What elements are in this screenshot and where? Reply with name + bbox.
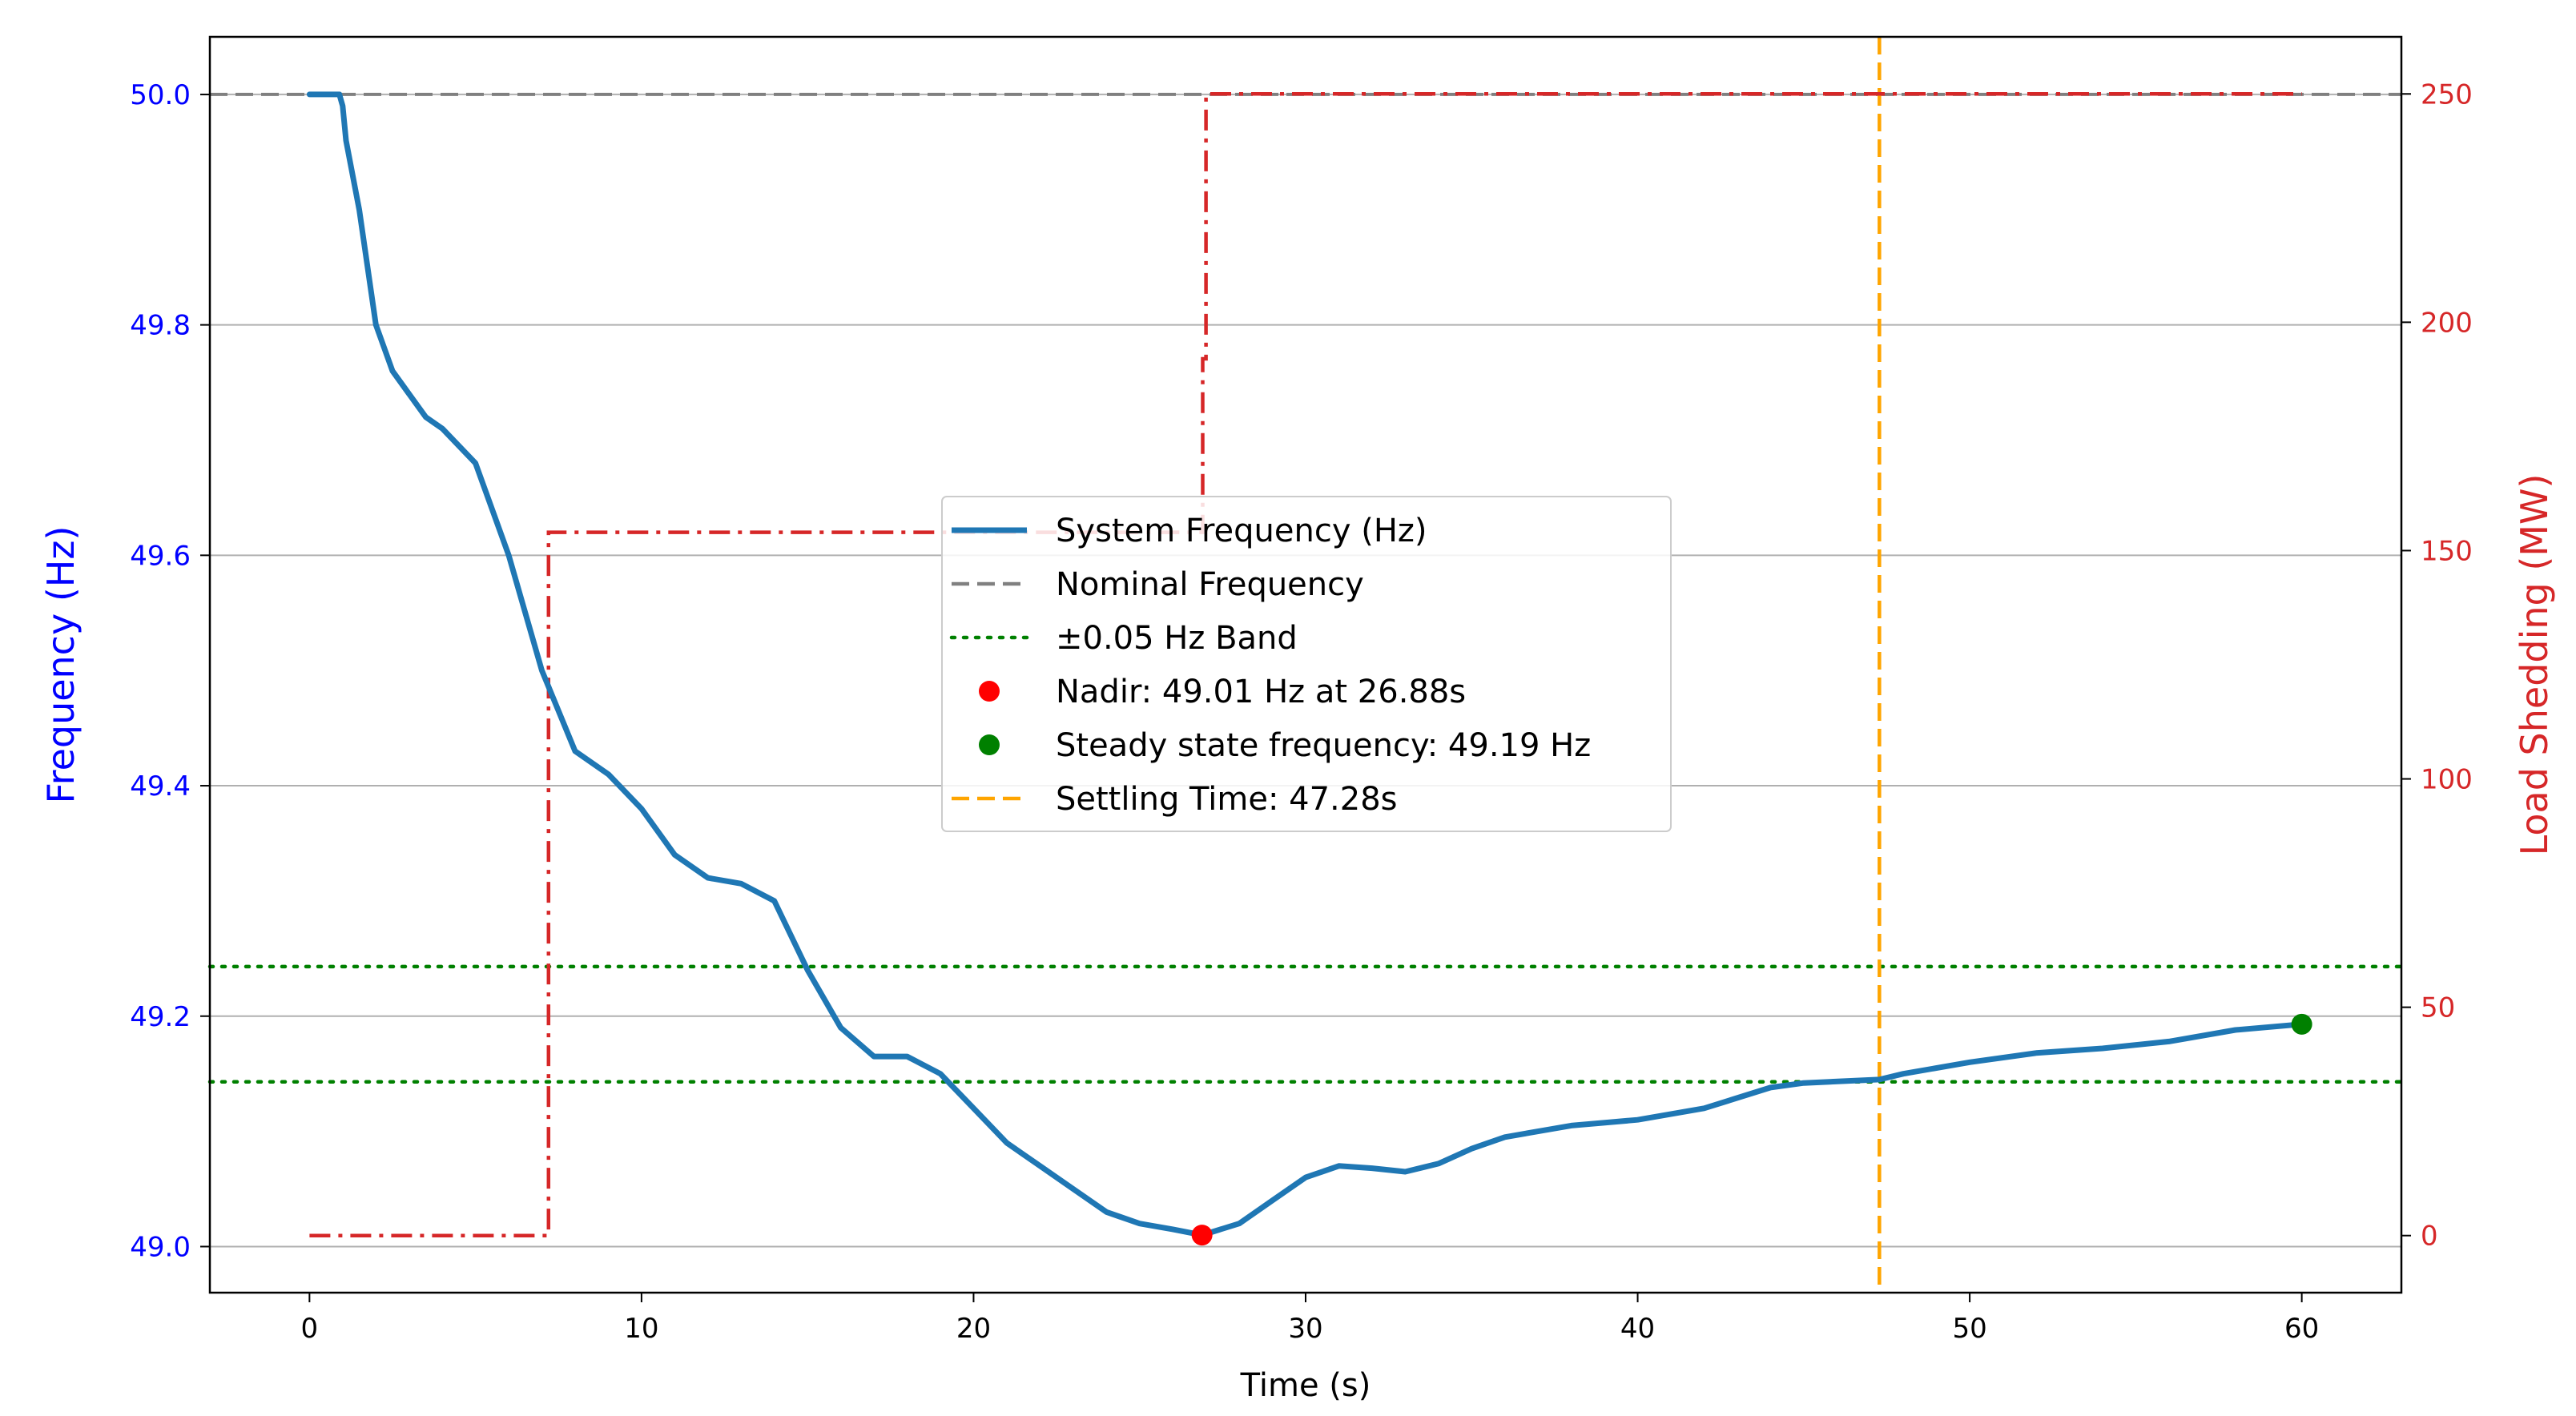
x-tick-label: 60 [2284, 1313, 2319, 1345]
left-tick-label: 49.0 [130, 1231, 191, 1263]
x-tick-label: 20 [956, 1313, 991, 1345]
left-axis-title: Frequency (Hz) [39, 526, 83, 804]
right-tick-label: 100 [2421, 764, 2473, 796]
left-tick-label: 49.2 [130, 1001, 191, 1033]
left-tick-label: 50.0 [130, 79, 191, 111]
x-tick-label: 10 [624, 1313, 658, 1345]
load-shedding-line [309, 92, 2302, 1237]
right-tick-label: 0 [2421, 1221, 2438, 1253]
nadir-point [1191, 1225, 1213, 1246]
legend-items: System Frequency (Hz) Nominal Frequency ±0… [949, 513, 1591, 818]
marker-points [1191, 1013, 2312, 1246]
legend-entry-label: System Frequency (Hz) [1056, 513, 1427, 549]
left-tick-label: 49.8 [130, 310, 191, 342]
legend-entry-label: Nominal Frequency [1056, 566, 1364, 603]
right-tick-label: 150 [2421, 535, 2473, 567]
axis-ticks: 49.0 49.2 49.4 49.6 49.8 50.0 0 50 100 150 200 250 0… [130, 78, 2473, 1345]
x-tick-label: 40 [1620, 1313, 1655, 1345]
right-tick-label: 250 [2421, 78, 2473, 111]
x-axis-title: Time (s) [1240, 1367, 1371, 1404]
legend-entry-label: Settling Time: 47.28s [1056, 781, 1397, 818]
left-tick-label: 49.6 [130, 540, 191, 572]
frequency-line [306, 91, 2305, 1238]
legend: System Frequency (Hz) Nominal Frequency ±0… [941, 496, 1672, 832]
legend-handle-dot [979, 734, 1000, 755]
x-tick-label: 30 [1288, 1313, 1322, 1345]
right-axis-title: Load Shedding (MW) [2513, 474, 2556, 856]
series-layer [306, 91, 2305, 1238]
right-tick-label: 200 [2421, 307, 2473, 339]
x-tick-label: 50 [1952, 1313, 1986, 1345]
right-tick-label: 50 [2421, 992, 2455, 1024]
left-tick-label: 49.4 [130, 770, 191, 803]
legend-box [941, 496, 1672, 832]
x-tick-label: 0 [301, 1313, 319, 1345]
legend-entry-label: Steady state frequency: 49.19 Hz [1056, 727, 1591, 764]
steady-state-point [2291, 1013, 2312, 1035]
legend-handle-dot [979, 681, 1000, 702]
legend-entry-label: ±0.05 Hz Band [1056, 620, 1298, 657]
legend-entry-label: Nadir: 49.01 Hz at 26.88s [1056, 674, 1466, 710]
